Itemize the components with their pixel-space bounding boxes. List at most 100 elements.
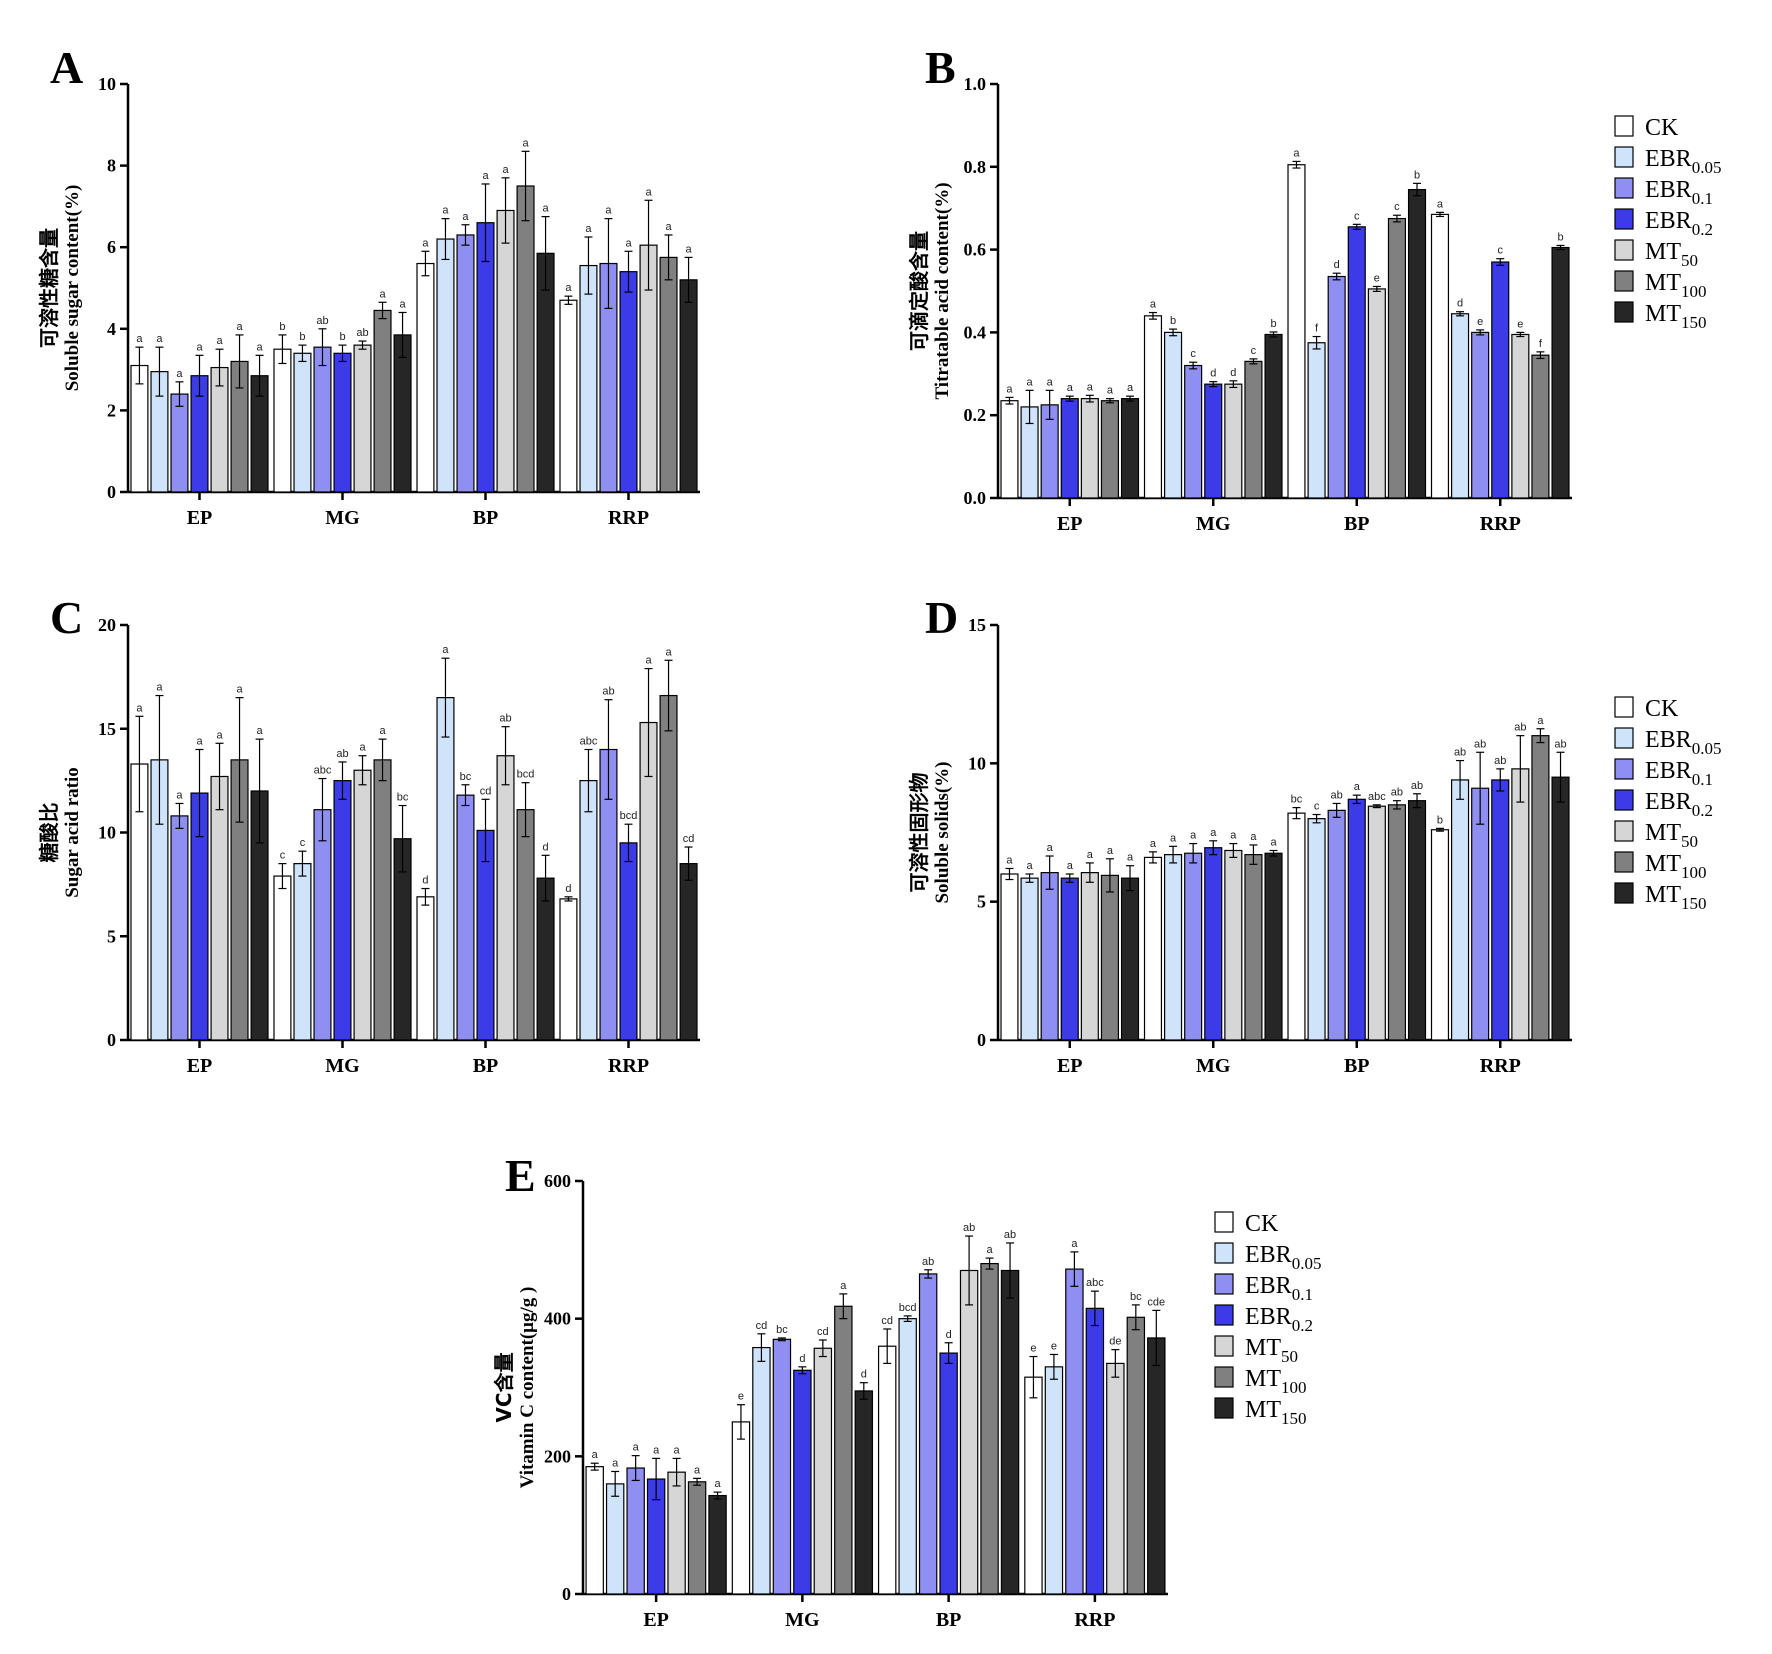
bar: [1327, 275, 1346, 499]
significance-label: ab: [1454, 747, 1466, 759]
significance-label: a: [136, 333, 143, 345]
legend-label: MT100: [1645, 851, 1707, 882]
significance-label: a: [422, 237, 429, 249]
bar: [1551, 246, 1570, 499]
panel-c: C 0 5 10 15 20 糖酸比 Sugar acid ratio EP a a a a a a a MG c…: [37, 592, 700, 1077]
significance-label: a: [1270, 836, 1277, 848]
significance-label: c: [300, 837, 306, 849]
legend-swatch: [1614, 146, 1634, 168]
y-tick-label: 20: [98, 615, 116, 635]
significance-label: a: [1537, 715, 1544, 727]
bar: [731, 1421, 751, 1595]
significance-label: ab: [922, 1256, 934, 1268]
significance-label: abc: [580, 736, 598, 748]
significance-label: a: [482, 170, 489, 182]
significance-label: d: [1334, 259, 1340, 271]
significance-label: bc: [397, 792, 409, 804]
bar: [1100, 874, 1119, 1041]
significance-label: d: [946, 1329, 952, 1341]
legend-label: CK: [1245, 1211, 1279, 1237]
significance-label: a: [674, 1444, 681, 1456]
significance-label: a: [1150, 299, 1157, 311]
x-tick-label: BP: [1344, 1055, 1370, 1077]
bar: [373, 759, 392, 1041]
significance-label: a: [236, 684, 243, 696]
bar: [1430, 829, 1450, 1041]
y-tick-label: 4: [107, 319, 116, 339]
panel-b: B 0.0 0.2 0.4 0.6 0.8 1.0 可滴定酸含量 Titratable acid…: [907, 42, 1721, 535]
bar: [436, 238, 455, 493]
significance-label: a: [256, 341, 263, 353]
y-axis-title-cn: 可溶性固形物: [907, 773, 931, 893]
significance-label: b: [279, 321, 285, 333]
significance-label: a: [1107, 845, 1114, 857]
bar: [898, 1318, 917, 1595]
bar: [1085, 1307, 1105, 1595]
significance-label: cd: [881, 1315, 893, 1327]
legend-label: EBR0.1: [1245, 1273, 1313, 1304]
bar: [1020, 877, 1039, 1041]
bar: [585, 1466, 604, 1595]
bar: [752, 1346, 771, 1595]
significance-label: c: [1498, 245, 1504, 257]
significance-label: a: [714, 1478, 721, 1490]
y-tick-label: 0.8: [964, 157, 987, 177]
x-tick-label: RRP: [1480, 513, 1521, 535]
bar: [416, 262, 435, 493]
bar: [516, 185, 535, 493]
bar: [1000, 1269, 1020, 1595]
significance-label: cde: [1147, 1296, 1165, 1308]
bar: [1164, 854, 1183, 1041]
significance-label: abc: [314, 765, 332, 777]
significance-label: a: [605, 205, 612, 217]
significance-label: cd: [683, 833, 695, 845]
x-tick-label: BP: [473, 1055, 499, 1077]
y-tick-label: 6: [107, 237, 116, 257]
panel-letter: B: [925, 42, 956, 93]
y-tick-label: 400: [544, 1309, 571, 1329]
bar: [1287, 812, 1306, 1041]
bar: [170, 815, 189, 1041]
bar: [1106, 1362, 1125, 1595]
significance-label: d: [1230, 367, 1236, 379]
y-tick-label: 8: [107, 156, 116, 176]
significance-label: a: [256, 725, 263, 737]
bar: [1024, 1376, 1043, 1595]
significance-label: ab: [1331, 789, 1343, 801]
y-axis-title-en: Vitamin C content(μg/g ): [517, 1287, 538, 1489]
significance-label: bcd: [620, 810, 638, 822]
significance-label: d: [422, 875, 428, 887]
bar: [1307, 342, 1326, 499]
panel-letter: E: [505, 1150, 536, 1201]
legend-swatch: [1214, 1273, 1234, 1295]
significance-label: a: [1071, 1238, 1078, 1250]
bar: [1244, 360, 1263, 499]
bar: [1451, 779, 1470, 1041]
x-tick-label: BP: [473, 507, 499, 529]
significance-label: a: [542, 203, 549, 215]
bar: [130, 364, 149, 493]
significance-label: a: [1210, 827, 1217, 839]
bar: [1327, 809, 1346, 1041]
bar: [1491, 779, 1510, 1041]
bar: [659, 256, 678, 493]
significance-label: ab: [1004, 1229, 1016, 1241]
bar: [1040, 872, 1059, 1041]
significance-label: a: [136, 702, 143, 714]
bar: [456, 234, 475, 493]
legend-swatch: [1214, 1211, 1234, 1233]
bar: [313, 346, 332, 493]
bar: [980, 1262, 999, 1595]
legend-swatch: [1614, 696, 1634, 718]
bar: [170, 393, 189, 493]
y-tick-label: 0.4: [964, 322, 987, 342]
legend-label: CK: [1645, 696, 1679, 722]
bar: [834, 1305, 853, 1595]
significance-label: c: [1394, 201, 1400, 213]
significance-label: b: [1557, 231, 1563, 243]
significance-label: a: [987, 1244, 994, 1256]
bar: [1224, 383, 1243, 499]
bar: [939, 1352, 958, 1595]
significance-label: ab: [356, 327, 368, 339]
